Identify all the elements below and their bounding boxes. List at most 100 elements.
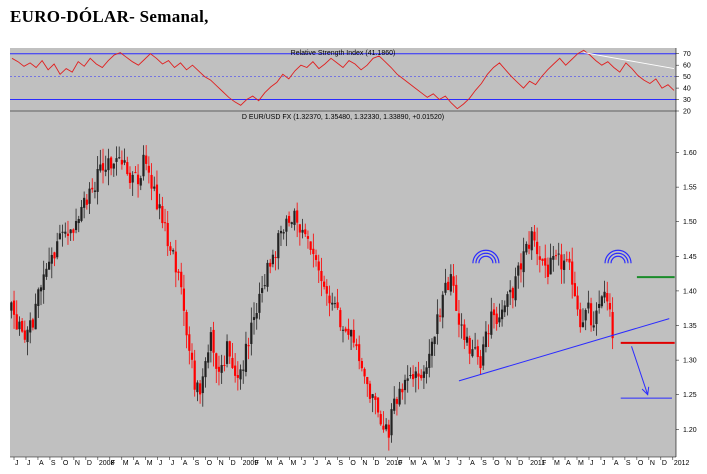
candle-body [608, 303, 612, 310]
candle-body [544, 258, 547, 266]
candle-body [190, 352, 194, 360]
candle-body [258, 293, 261, 313]
x-tick-label: O [350, 460, 356, 467]
candle-body [29, 320, 32, 333]
x-tick-label: A [566, 460, 571, 467]
x-tick-label: A [422, 460, 427, 467]
candle-body [21, 320, 24, 332]
x-tick-label: F [255, 460, 259, 467]
candle-body [536, 241, 539, 255]
x-tick-label: J [602, 460, 606, 467]
candle-body [422, 371, 425, 378]
x-tick-label: J [171, 460, 175, 467]
candle-body [533, 231, 536, 241]
candle-body [150, 174, 153, 189]
candle-body [312, 248, 315, 255]
candle-body [479, 356, 482, 369]
candle-body [503, 305, 506, 313]
candle-body [587, 302, 590, 309]
candle-body [506, 294, 509, 307]
candle-body [595, 310, 598, 325]
x-tick-label: J [458, 460, 462, 467]
candle-body [449, 274, 452, 292]
candle-body [487, 333, 490, 335]
candle-body [444, 282, 447, 293]
x-tick-label: M [554, 460, 560, 467]
candle-body [347, 328, 350, 335]
candle-body [155, 184, 159, 210]
candle-body [387, 424, 390, 438]
x-tick-label: N [75, 460, 80, 467]
candle-body [188, 334, 191, 351]
candle-body [592, 325, 595, 328]
target-arrow-shaft [631, 346, 649, 395]
candle-body [412, 374, 415, 380]
x-tick-label: A [326, 460, 331, 467]
candle-body [145, 155, 148, 164]
candle-body [517, 265, 520, 276]
candle-body [47, 261, 51, 270]
candle-body [333, 303, 337, 305]
candle-body [498, 317, 501, 323]
candle-body [77, 218, 80, 224]
candle-body [26, 329, 29, 343]
candle-body [83, 197, 86, 208]
x-tick-label: N [506, 460, 511, 467]
candle-body [471, 349, 474, 357]
candle-body [395, 398, 399, 404]
candle-body [522, 251, 525, 273]
candle-body [282, 232, 285, 234]
candle-body [61, 231, 64, 233]
candle-body [15, 314, 18, 330]
candle-body [37, 289, 40, 306]
candle-body [603, 291, 606, 298]
top-arc [607, 252, 629, 264]
candle-body [565, 259, 568, 261]
candle-body [85, 199, 88, 205]
candle-body [166, 222, 169, 247]
candle-body [23, 330, 26, 340]
candle-body [74, 220, 78, 231]
candle-body [263, 285, 266, 287]
candle-body [304, 229, 307, 235]
candle-body [163, 222, 167, 224]
x-tick-label: D [518, 460, 523, 467]
candle-body [231, 357, 234, 368]
x-tick-label: 2012 [674, 460, 690, 467]
candle-body [269, 262, 272, 267]
candle-body [134, 172, 137, 174]
x-tick-label: F [111, 460, 115, 467]
candle-body [406, 378, 409, 381]
candle-body [452, 276, 455, 286]
candle-body [490, 311, 493, 335]
candle-body [193, 360, 196, 390]
x-tick-label: J [15, 460, 19, 467]
candle-body [611, 311, 614, 339]
rsi-line [11, 49, 675, 110]
candle-body [500, 309, 504, 320]
x-tick-label: 2009 [243, 460, 259, 467]
candle-body [409, 375, 412, 377]
candle-body [379, 414, 382, 425]
candle-body [277, 233, 280, 259]
candle-body [177, 271, 180, 273]
candle-body [606, 293, 609, 302]
rsi-tick-label: 20 [683, 109, 691, 116]
candle-body [120, 159, 123, 165]
rsi-panel-background [10, 48, 676, 111]
x-tick-label: J [446, 460, 450, 467]
candle-body [355, 344, 358, 347]
candle-body [198, 383, 202, 395]
candle-body [341, 329, 345, 331]
candle-body [255, 313, 258, 319]
candle-body [414, 371, 417, 378]
candle-body [58, 233, 61, 240]
candle-body [296, 210, 299, 223]
candle-body [239, 369, 242, 380]
x-tick-label: J [27, 460, 31, 467]
x-tick-label: M [578, 460, 584, 467]
candle-body [401, 388, 404, 393]
candle-body [207, 352, 210, 363]
candle-body [96, 169, 99, 192]
